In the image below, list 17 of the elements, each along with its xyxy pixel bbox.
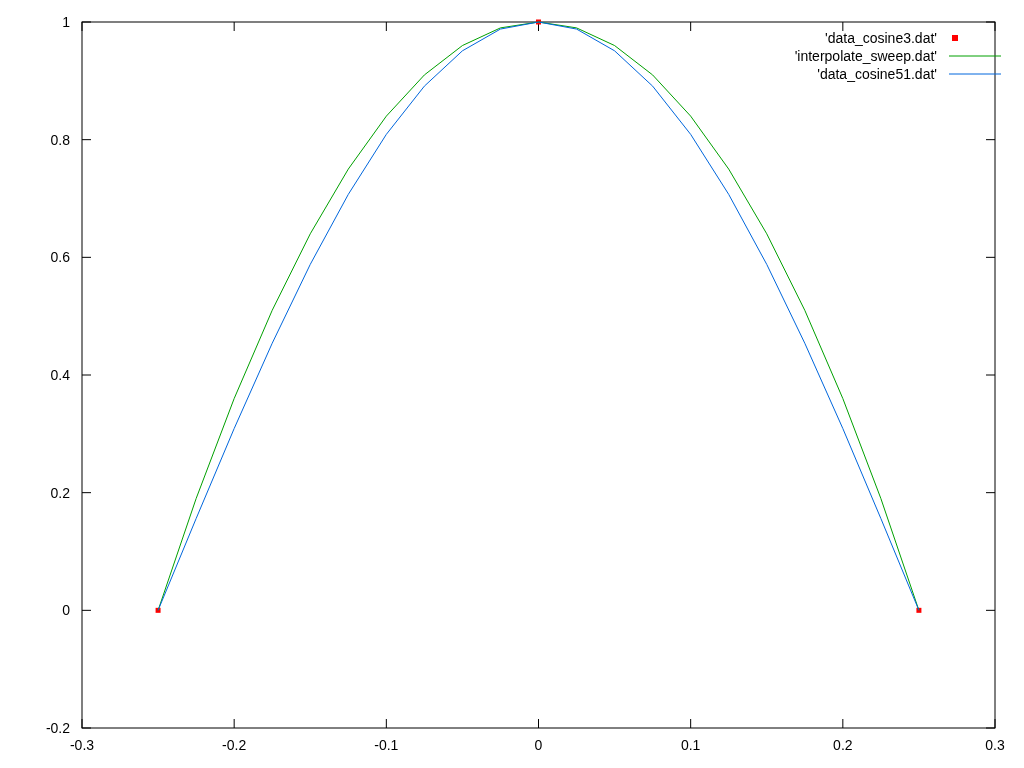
y-tick-label: 0.2 (50, 484, 71, 501)
x-tick-label: 0.1 (680, 737, 701, 753)
x-tick-label: 0 (534, 737, 543, 753)
x-tick-label: -0.1 (374, 737, 399, 753)
x-tick-label: 0.3 (985, 737, 1005, 753)
x-tick-label: -0.2 (222, 737, 247, 753)
legend-label: 'interpolate_sweep.dat' (794, 48, 937, 64)
y-tick-label: 0 (62, 602, 71, 619)
y-tick-label: 0.8 (50, 131, 71, 148)
y-tick-label: 1 (62, 14, 71, 30)
x-tick-label: -0.3 (69, 737, 95, 753)
x-tick-label: 0.2 (833, 737, 853, 753)
y-tick-label: 0.4 (50, 367, 71, 383)
y-tick-label: -0.2 (45, 720, 71, 736)
legend-label: 'data_cosine3.dat' (825, 30, 937, 46)
legend-label: 'data_cosine51.dat' (817, 66, 937, 82)
y-tick-label: 0.6 (50, 249, 71, 266)
